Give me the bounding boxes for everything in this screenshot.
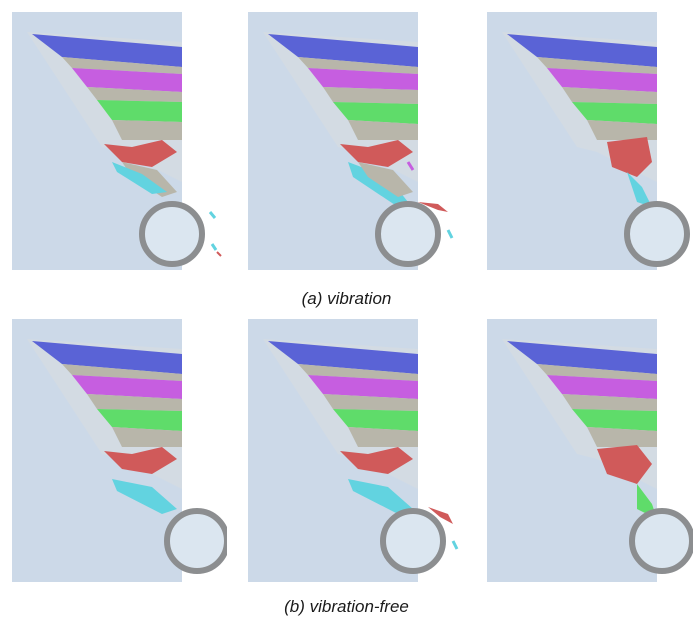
caption-vibration-free: (b) vibration-free bbox=[284, 597, 409, 616]
simulation-panel-a2 bbox=[248, 12, 473, 270]
simulation-panel-b2 bbox=[248, 319, 473, 582]
simulation-panel-b3 bbox=[487, 319, 693, 582]
simulation-panel-a1 bbox=[12, 12, 227, 270]
hopper-simulation-a3 bbox=[487, 12, 690, 270]
simulation-panel-a3 bbox=[487, 12, 693, 270]
caption-vibration: (a) vibration bbox=[301, 289, 392, 308]
hopper-simulation-a2 bbox=[248, 12, 454, 270]
hopper-simulation-b2 bbox=[248, 319, 459, 582]
simulation-panel-b1 bbox=[12, 319, 227, 582]
hopper-simulation-b1 bbox=[12, 319, 227, 582]
hopper-simulation-a1 bbox=[12, 12, 222, 270]
hopper-simulation-b3 bbox=[487, 319, 693, 582]
